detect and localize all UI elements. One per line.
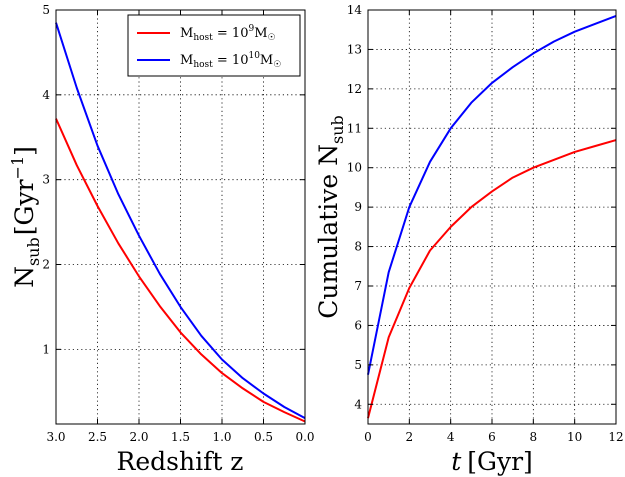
y-tick-label: 6: [354, 318, 362, 332]
y-tick-label: 4: [354, 397, 362, 411]
y-tick-label: 11: [347, 121, 362, 135]
x-tick-label: 2: [406, 430, 414, 444]
right-y-axis-label: Cumulative Nsub: [314, 115, 347, 319]
y-tick-label: 5: [354, 358, 362, 372]
red-series-line: [367, 139, 617, 419]
y-tick-label: 9: [354, 200, 362, 214]
x-tick-label: 1.5: [171, 430, 190, 444]
x-tick-label: 1.0: [212, 430, 231, 444]
x-tick-label: 3.0: [46, 430, 65, 444]
x-tick-label: 8: [530, 430, 538, 444]
y-tick-label: 14: [347, 3, 363, 17]
y-tick-label: 10: [347, 161, 362, 175]
x-tick-label: 12: [608, 430, 623, 444]
right-series: [367, 14, 617, 419]
left-x-axis-label: Redshift z: [117, 447, 244, 476]
left-panel: 3.0 2.5 2.0 1.5 1.0 0.5 0.0 1 2 3 4 5 Mhost = 109M…: [8, 3, 315, 476]
y-tick-label: 12: [347, 82, 362, 96]
legend-box: [127, 14, 301, 77]
x-tick-label: 4: [447, 430, 455, 444]
left-x-ticks: 3.0 2.5 2.0 1.5 1.0 0.5 0.0: [46, 10, 315, 444]
right-y-ticks: 4 5 6 7 8 9 10 11 12 13 14: [347, 3, 616, 411]
y-tick-label: 4: [42, 88, 50, 102]
left-y-axis-label: Nsub[Gyr−1]: [8, 146, 43, 288]
x-tick-label: 0.5: [254, 430, 273, 444]
y-tick-label: 5: [42, 3, 50, 17]
left-series: [55, 22, 306, 423]
y-tick-label: 1: [42, 342, 50, 356]
x-tick-label: 6: [488, 430, 496, 444]
legend: Mhost = 109M☉ Mhost = 1010M☉: [127, 14, 301, 77]
right-panel: 0 2 4 6 8 10 12 4 5 6 7 8 9 10 11 12 13 14 t [Gyr] Cumula…: [314, 3, 624, 476]
legend-label-blue: Mhost = 1010M☉: [180, 51, 281, 70]
x-tick-label: 2.5: [88, 430, 107, 444]
blue-series-line: [367, 14, 617, 375]
x-tick-label: 0: [364, 430, 372, 444]
red-series-line: [55, 118, 306, 423]
y-tick-label: 7: [354, 279, 362, 293]
x-tick-label: 10: [567, 430, 582, 444]
legend-label-red: Mhost = 109M☉: [180, 24, 276, 43]
right-x-ticks: 0 2 4 6 8 10 12: [364, 10, 624, 444]
y-tick-label: 2: [42, 258, 50, 272]
y-tick-label: 13: [347, 42, 362, 56]
y-tick-label: 3: [42, 173, 50, 187]
right-x-axis-label: t [Gyr]: [451, 447, 533, 476]
x-tick-label: 0.0: [295, 430, 314, 444]
x-tick-label: 2.0: [129, 430, 148, 444]
left-y-ticks: 1 2 3 4 5: [42, 3, 305, 356]
y-tick-label: 8: [354, 240, 362, 254]
blue-series-line: [55, 22, 306, 419]
